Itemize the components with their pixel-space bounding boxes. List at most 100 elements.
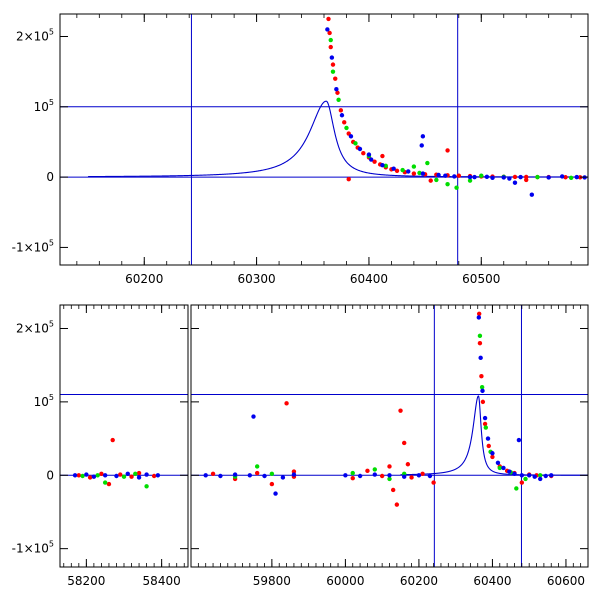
data-point (72, 473, 78, 478)
data-point (482, 421, 488, 427)
data-point (387, 473, 392, 478)
data-point (80, 473, 85, 479)
data-point (482, 415, 488, 421)
data-point (535, 174, 540, 180)
x-tick-label: 58400 (143, 574, 181, 588)
data-point (523, 476, 528, 482)
y-tick-label-base: 2×10 (16, 29, 49, 43)
x-tick-label: 60400 (350, 272, 388, 286)
data-point (336, 97, 341, 102)
data-point (151, 473, 157, 479)
data-point (456, 173, 462, 178)
data-point (144, 484, 149, 489)
data-point (485, 436, 491, 441)
data-point (479, 173, 484, 178)
data-point (402, 474, 407, 479)
data-point (497, 465, 502, 471)
data-point (507, 469, 512, 474)
data-point (328, 37, 333, 43)
data-point (486, 443, 491, 449)
data-point (328, 44, 333, 50)
y-tick-label: 0 (46, 468, 54, 482)
x-tick-label: 60300 (238, 272, 276, 286)
data-point (406, 169, 411, 174)
data-point (99, 471, 104, 476)
data-point (368, 157, 374, 162)
data-point (136, 475, 142, 480)
data-point (546, 175, 551, 180)
data-point (434, 177, 439, 183)
data-point (538, 473, 543, 478)
data-point (203, 473, 208, 478)
data-point (348, 134, 354, 139)
data-point (524, 177, 529, 183)
data-point (329, 55, 335, 60)
data-point (353, 141, 358, 146)
data-point (327, 30, 332, 36)
data-point (342, 120, 347, 125)
data-point (445, 148, 450, 153)
data-point (372, 159, 377, 164)
data-point (526, 473, 532, 478)
y-tick-label-exponent: 5 (49, 98, 54, 107)
data-point (519, 473, 525, 478)
data-point (409, 475, 414, 480)
data-point (454, 185, 459, 190)
data-point (144, 472, 149, 477)
data-point (330, 69, 336, 74)
data-point (411, 171, 417, 176)
data-point (273, 491, 278, 496)
data-point (118, 472, 123, 477)
data-point (532, 474, 537, 479)
data-point (280, 475, 286, 480)
model-curve (400, 395, 588, 476)
data-point (326, 16, 331, 22)
data-point (501, 465, 506, 471)
data-point (452, 174, 457, 179)
data-point (218, 473, 223, 479)
data-point (325, 27, 330, 32)
data-point (479, 373, 484, 379)
data-point (516, 437, 522, 443)
data-point (514, 486, 519, 491)
data-point (361, 151, 366, 156)
y-tick-label-base: 0 (46, 170, 54, 184)
plot-frame (59, 13, 589, 266)
x-tick-label: 60500 (462, 272, 500, 286)
data-point (405, 462, 411, 467)
data-point (484, 174, 490, 179)
y-tick-label-base: 10 (34, 100, 49, 114)
data-point (400, 167, 405, 173)
y-tick-label-base: 0 (46, 468, 54, 482)
data-point (391, 166, 396, 171)
data-point (133, 471, 138, 476)
data-point (338, 108, 344, 113)
data-point (383, 163, 388, 169)
y-tick-label-exponent: 5 (49, 540, 54, 549)
data-point (490, 454, 495, 460)
y-tick-label-exponent: 5 (49, 319, 54, 328)
data-point (254, 464, 260, 469)
data-point (387, 464, 392, 469)
data-point (390, 487, 396, 493)
data-point (247, 473, 253, 478)
y-tick-label-exponent: 5 (49, 238, 54, 247)
data-point (339, 113, 345, 118)
data-point (95, 473, 100, 478)
data-point (357, 473, 363, 479)
data-point (476, 315, 482, 320)
data-point (483, 425, 489, 430)
data-point (387, 476, 392, 482)
data-point (110, 437, 115, 443)
y-tick-label-base: -1×10 (12, 542, 49, 556)
data-point (538, 476, 543, 482)
data-point (549, 473, 554, 478)
data-point (512, 471, 517, 476)
data-point (490, 175, 495, 181)
data-point (467, 178, 473, 183)
data-point (417, 170, 422, 176)
data-point (335, 90, 340, 95)
